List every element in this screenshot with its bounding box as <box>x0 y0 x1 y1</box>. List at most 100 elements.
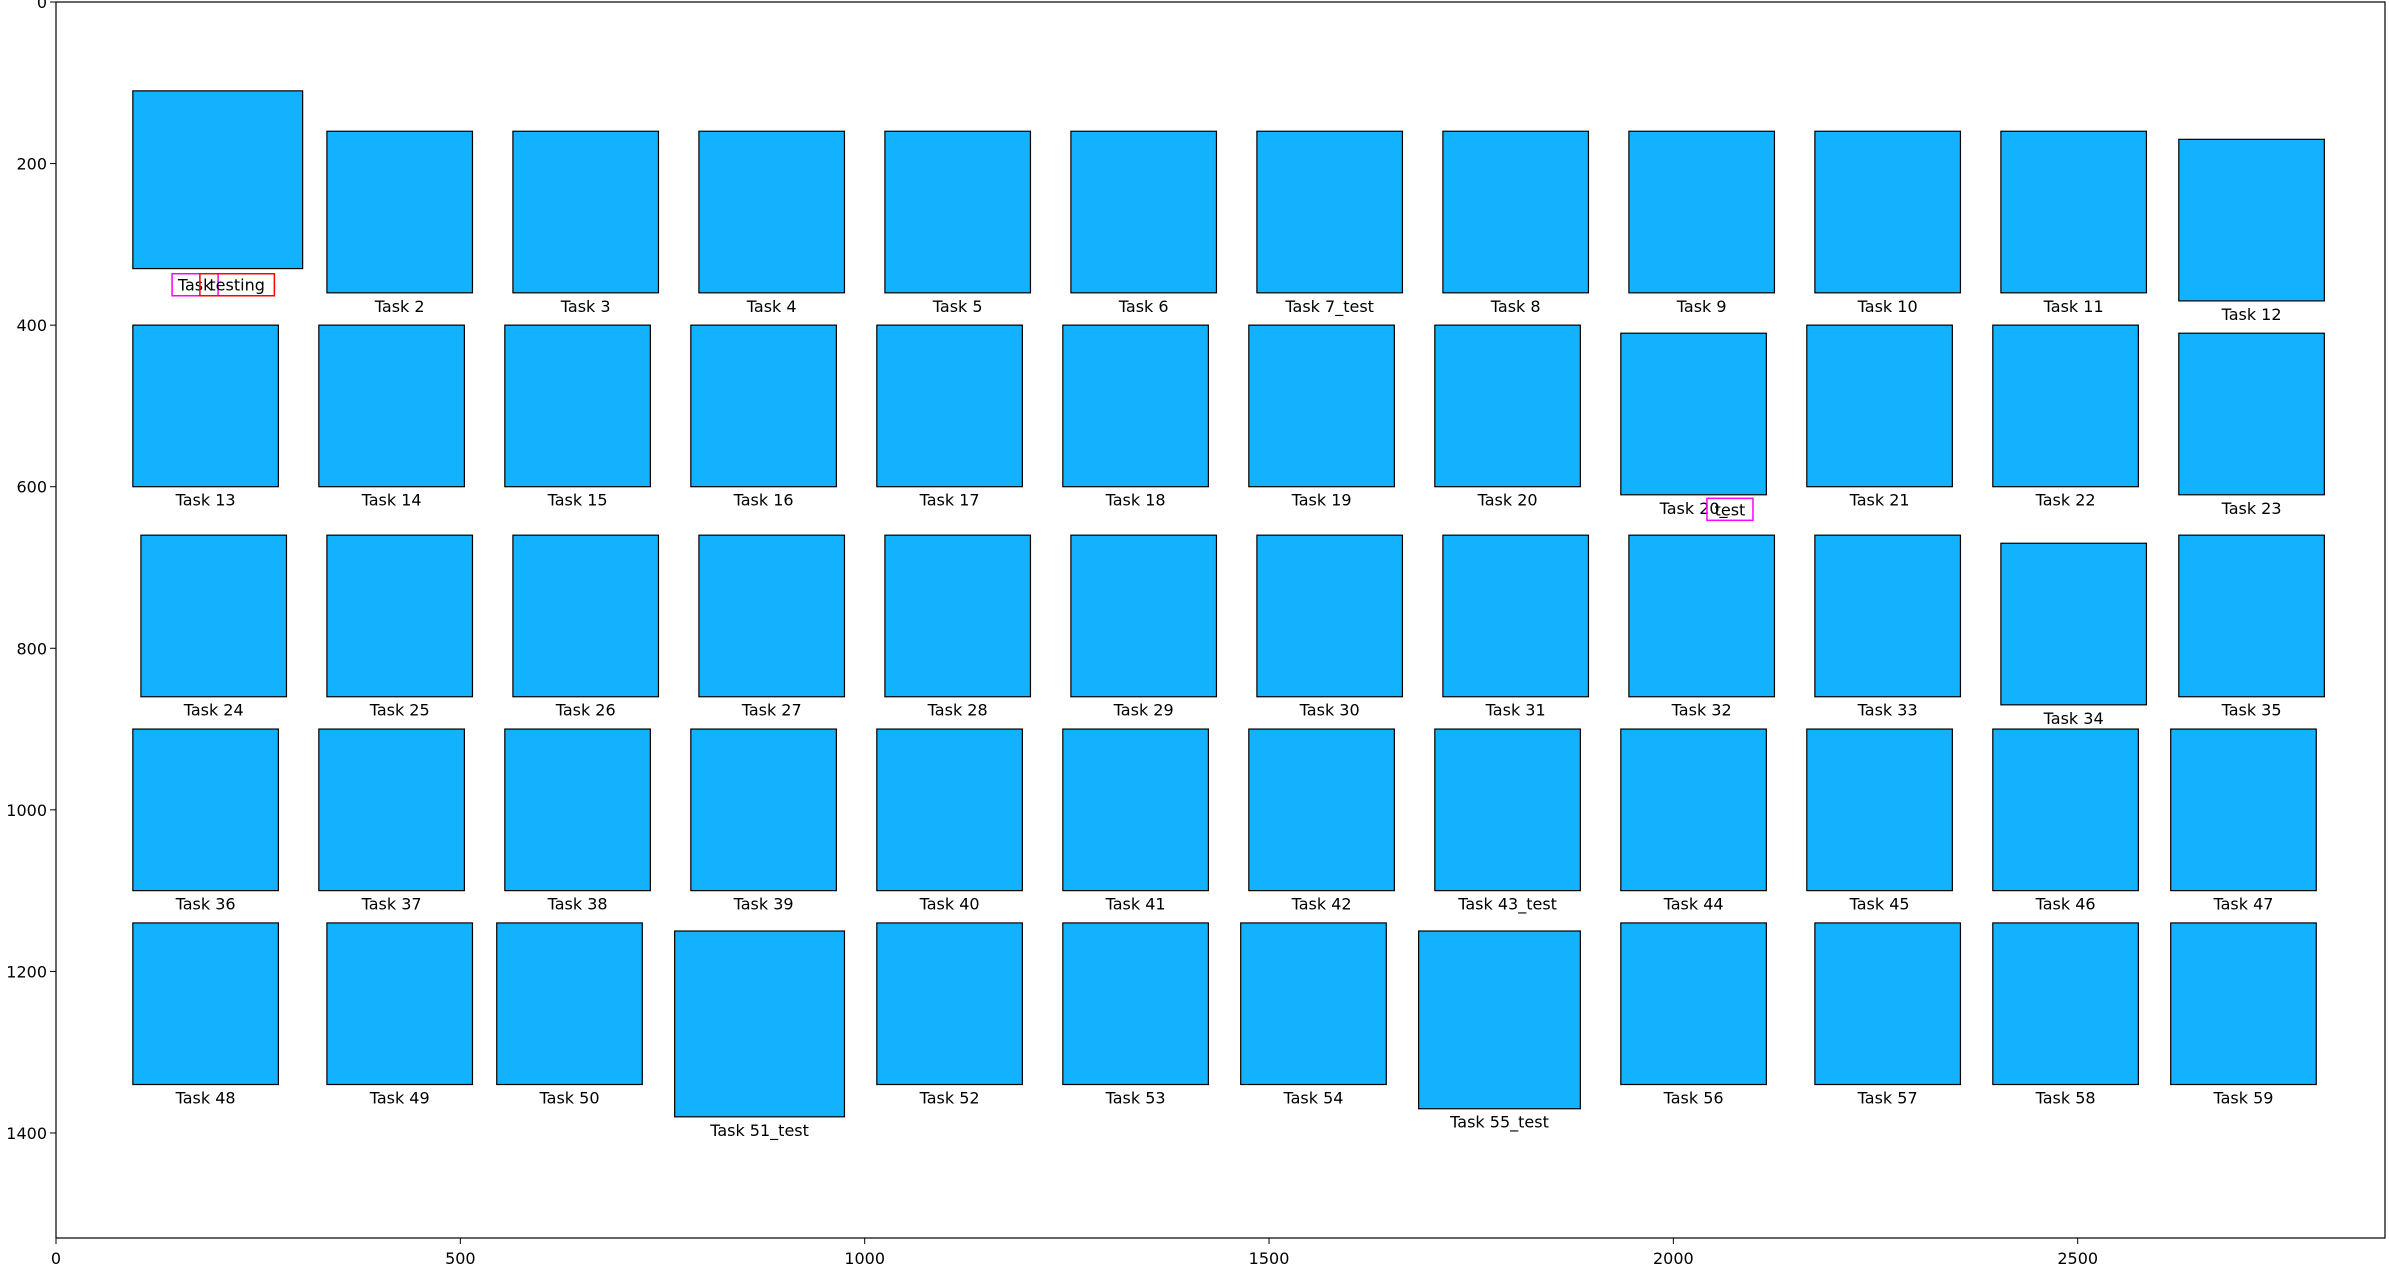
annotation-text: Task <box>177 276 213 295</box>
x-tick-label: 2000 <box>1653 1249 1694 1268</box>
task-label: Task 4 <box>746 297 797 316</box>
task-label: Task 17 <box>919 491 980 510</box>
task-box <box>1434 728 1581 892</box>
task-label: Task 20 <box>1477 491 1538 510</box>
task-box <box>326 922 474 1086</box>
task-box <box>2170 728 2317 892</box>
task-box <box>140 534 288 698</box>
task-label: Task 56 <box>1663 1089 1724 1108</box>
task-box <box>132 90 304 270</box>
task-box <box>1062 324 1209 488</box>
y-tick-label: 800 <box>16 639 47 658</box>
task-label: Task 33 <box>1857 701 1918 720</box>
task-box <box>1442 130 1590 294</box>
task-label: Task 45 <box>1849 895 1910 914</box>
task-box <box>326 130 474 294</box>
task-label: Task 14 <box>361 491 422 510</box>
task-box <box>1806 728 1953 892</box>
y-tick-label: 400 <box>16 316 47 335</box>
task-label: Task 21 <box>1849 491 1910 510</box>
task-label: Task 50 <box>539 1089 600 1108</box>
task-box <box>1806 324 1953 488</box>
task-label: Task 5 <box>932 297 983 316</box>
axes: 0 500 1000 1500 2000 2500 0 200 400 600 800 1000 120… <box>6 0 2386 1268</box>
task-box <box>1814 130 1962 294</box>
task-label: Task 43_test <box>1457 895 1557 915</box>
task-box <box>1620 922 1767 1086</box>
task-box <box>876 324 1023 488</box>
task-label: Task 6 <box>1118 297 1169 316</box>
task-box <box>1070 534 1218 698</box>
task-label: Task 37 <box>361 895 422 914</box>
task-label: Task 48 <box>175 1089 236 1108</box>
task-box <box>132 324 279 488</box>
y-tick-label: 1200 <box>6 962 47 981</box>
task-box <box>2178 534 2325 698</box>
y-tick-label: 0 <box>37 0 47 12</box>
task-box <box>1256 534 1404 698</box>
task-label: Task 55_test <box>1449 1113 1549 1133</box>
y-tick-label: 600 <box>16 478 47 497</box>
task-label: Task 7_test <box>1284 297 1374 317</box>
task-label: Task 58 <box>2035 1089 2096 1108</box>
task-box <box>1240 922 1387 1086</box>
task-box <box>512 534 660 698</box>
task-label: Task 10 <box>1857 297 1918 316</box>
task-boxes <box>132 90 2325 1118</box>
task-label: Task 46 <box>2035 895 2096 914</box>
task-label: Task 8 <box>1490 297 1541 316</box>
task-label: Task 51_test <box>709 1121 809 1141</box>
task-box <box>1062 922 1209 1086</box>
task-label: Task 42 <box>1291 895 1352 914</box>
task-box <box>1442 534 1590 698</box>
task-box <box>2178 138 2325 302</box>
x-tick-label: 500 <box>445 1249 476 1268</box>
task-label: Task 57 <box>1857 1089 1918 1108</box>
task-label: Task 31 <box>1485 701 1546 720</box>
task-label: Task 52 <box>919 1089 980 1108</box>
task-label: Task 24 <box>183 701 244 720</box>
task-label: Task 20_ <box>1659 499 1729 519</box>
task-box <box>1256 130 1404 294</box>
task-box <box>2000 130 2148 294</box>
task-label: Task 59 <box>2212 1089 2273 1108</box>
task-box <box>1620 728 1767 892</box>
task-box <box>1248 324 1395 488</box>
task-box <box>1814 534 1962 698</box>
task-box <box>2000 542 2148 706</box>
task-label: Task 13 <box>175 491 236 510</box>
task-label: Task 54 <box>1283 1089 1344 1108</box>
task-label: Task 44 <box>1663 895 1724 914</box>
task-box <box>876 728 1023 892</box>
axes-frame <box>55 1 2386 1239</box>
task-label: Task 16 <box>733 491 794 510</box>
task-box <box>496 922 643 1086</box>
task-box <box>1062 728 1209 892</box>
task-box <box>504 324 651 488</box>
task-label: Task 53 <box>1105 1089 1166 1108</box>
task-box <box>698 534 846 698</box>
task-box <box>1814 922 1962 1086</box>
task-box <box>1620 332 1767 496</box>
task-box <box>512 130 660 294</box>
task-label: Task 47 <box>2212 895 2273 914</box>
task-box <box>326 534 474 698</box>
task-box <box>318 728 465 892</box>
task-label: Task 25 <box>369 701 430 720</box>
task-box <box>2170 922 2317 1086</box>
task-box <box>132 728 279 892</box>
x-tick-label: 1500 <box>1249 1249 1290 1268</box>
task-box <box>318 324 465 488</box>
task-label: Task 19 <box>1291 491 1352 510</box>
x-tick-label: 1000 <box>844 1249 885 1268</box>
task-label: Task 23 <box>2221 499 2282 518</box>
task-box <box>1434 324 1581 488</box>
task-label: Task 34 <box>2043 709 2104 728</box>
annotation-box <box>199 272 276 297</box>
task-label: Task 39 <box>733 895 794 914</box>
task-label: Task 27 <box>741 701 802 720</box>
x-tick-label: 2500 <box>2057 1249 2098 1268</box>
task-label: Task 35 <box>2221 701 2282 720</box>
task-label: Task 9 <box>1676 297 1727 316</box>
